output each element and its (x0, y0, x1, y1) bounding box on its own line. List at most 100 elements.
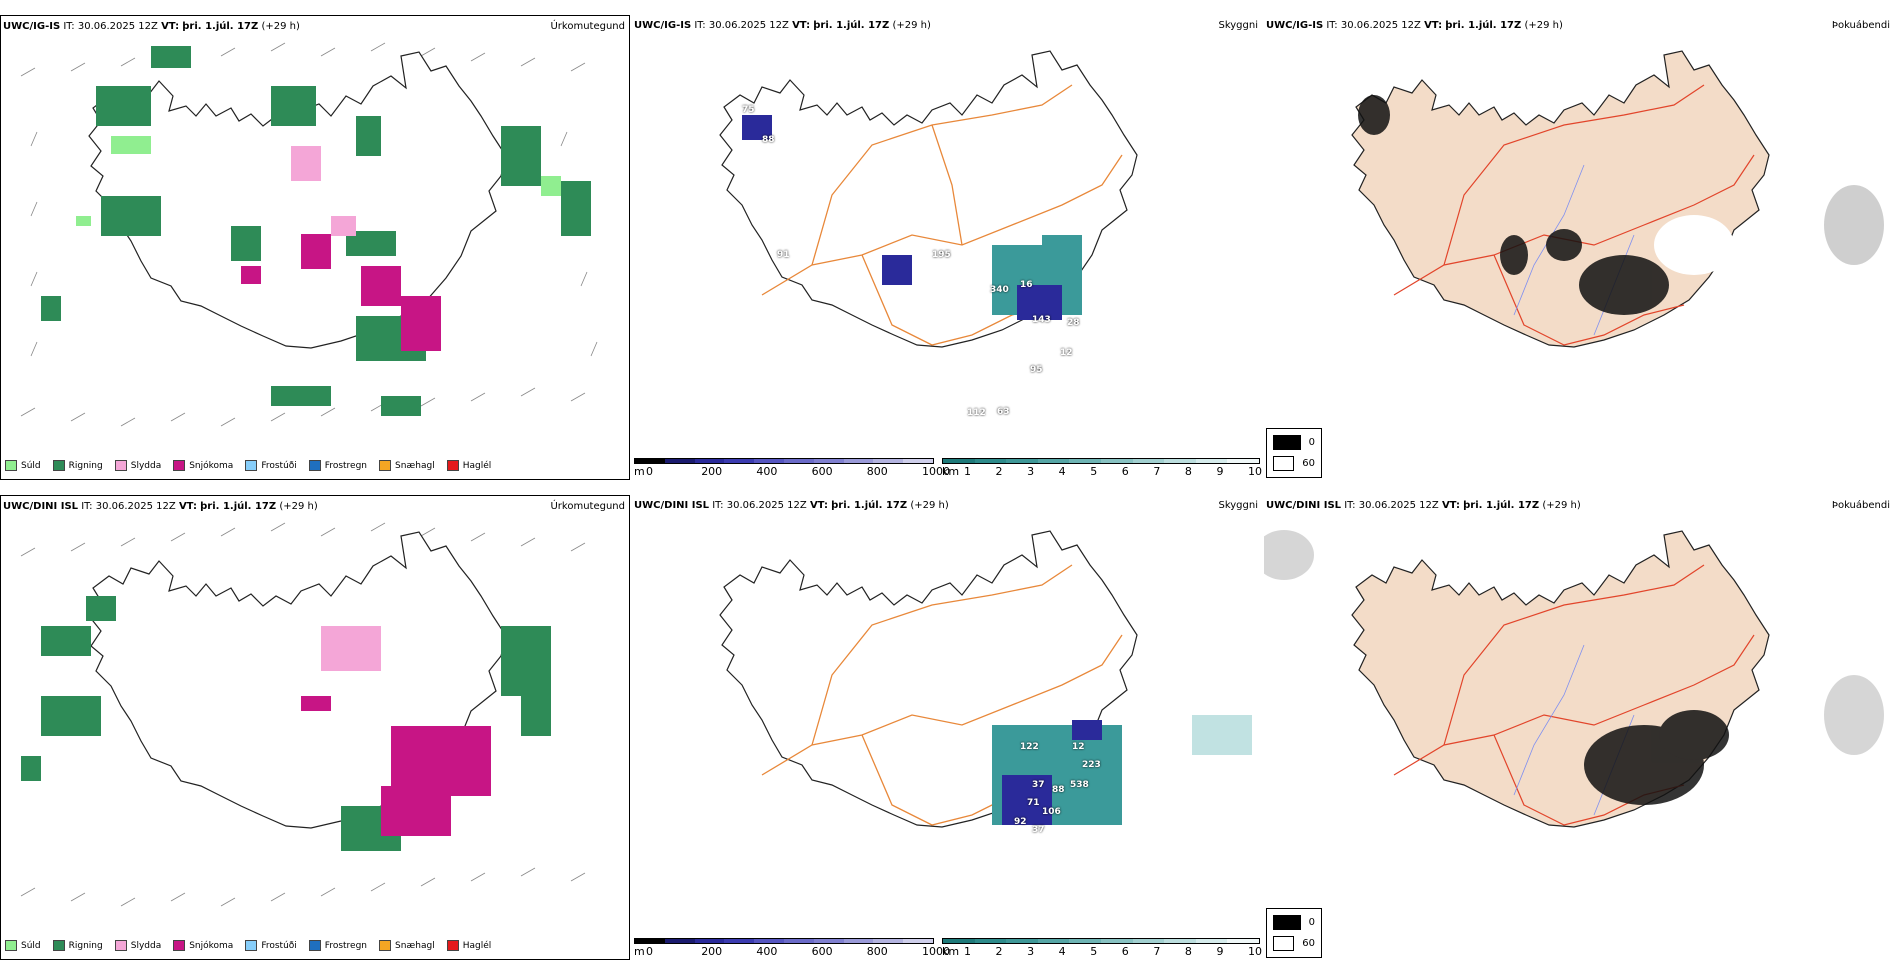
visibility-map (719, 50, 1138, 348)
panel-variable-name: Þokuábendi (1831, 500, 1890, 511)
visibility-panel-bottom: UWC/DINI ISL IT: 30.06.2025 12Z VT: þri.… (632, 495, 1262, 960)
colorbar-strip (942, 938, 1260, 944)
precip-type-map (20, 42, 598, 427)
legend-item: Slydda (114, 940, 161, 951)
visibility-value-label: 122 (1020, 742, 1039, 752)
fog-legend-item: 0 (1273, 915, 1315, 930)
legend-label: Haglél (462, 460, 492, 471)
panel-title: UWC/DINI ISL IT: 30.06.2025 12Z VT: þri.… (634, 500, 949, 511)
colorbar-strip (634, 938, 934, 944)
legend-swatch (379, 940, 392, 951)
colorbar-tick: 400 (756, 945, 778, 958)
legend-label: Rigning (68, 460, 103, 471)
panel-title: UWC/IG-IS IT: 30.06.2025 12Z VT: þri. 1.… (3, 21, 300, 32)
legend-swatch (446, 940, 459, 951)
colorbar-tick: 2 (995, 465, 1003, 478)
fog-legend: 0 60 (1266, 428, 1322, 478)
colorbar-tick: 7 (1153, 945, 1161, 958)
colorbar-tick: 6 (1121, 465, 1129, 478)
fog-panel-top: UWC/IG-IS IT: 30.06.2025 12Z VT: þri. 1.… (1264, 15, 1894, 480)
colorbar-tick: 200 (701, 465, 723, 478)
visibility-value-label: 112 (967, 408, 986, 418)
legend-label: Snæhagl (395, 940, 435, 951)
fog-legend-item: 60 (1273, 936, 1315, 951)
visibility-value-label: 538 (1070, 780, 1089, 790)
legend-label: Snjókoma (189, 940, 234, 951)
panel-title: UWC/DINI ISL IT: 30.06.2025 12Z VT: þri.… (1266, 500, 1581, 511)
legend-item: Snæhagl (379, 460, 435, 471)
panel-title: UWC/IG-IS IT: 30.06.2025 12Z VT: þri. 1.… (634, 20, 931, 31)
visibility-map (719, 530, 1252, 828)
fog-legend-swatch (1273, 435, 1301, 450)
colorbar-unit: km (942, 945, 960, 958)
panel-title: UWC/IG-IS IT: 30.06.2025 12Z VT: þri. 1.… (1266, 20, 1563, 31)
visibility-value-label: 71 (1027, 798, 1040, 808)
colorbar-tick: 10 (1248, 945, 1262, 958)
visibility-value-label: 106 (1042, 807, 1061, 817)
visibility-value-label: 12 (1072, 742, 1085, 752)
colorbar-tick: 2 (995, 945, 1003, 958)
visibility-value-label: 95 (1030, 365, 1043, 375)
fog-legend-swatch (1273, 936, 1295, 951)
panel-variable-name: Úrkomutegund (550, 501, 625, 512)
panel-title: UWC/DINI ISL IT: 30.06.2025 12Z VT: þri.… (3, 501, 318, 512)
legend-label: Snjókoma (189, 460, 234, 471)
visibility-value-label: 92 (1014, 817, 1027, 827)
legend-item: Snjókoma (173, 940, 233, 951)
colorbar-tick: 1 (964, 945, 971, 958)
fog-map (1264, 530, 1884, 828)
legend-label: Haglél (462, 940, 492, 951)
colorbar-tick: 8 (1184, 945, 1192, 958)
legend-swatch (5, 460, 17, 471)
legend-swatch (379, 460, 392, 471)
legend-label: Frostúði (261, 940, 297, 951)
panel-variable-name: Skyggni (1218, 20, 1258, 31)
legend-item: Súld (5, 460, 41, 471)
legend-item: Slydda (114, 460, 162, 471)
visibility-value-label: 88 (762, 135, 775, 145)
legend-item: Rigning (52, 940, 103, 951)
visibility-value-label: 12 (1060, 348, 1073, 358)
colorbar-tick: 10 (1248, 465, 1262, 478)
colorbar-tick: 600 (811, 465, 833, 478)
colorbar-tick: 0 (646, 465, 653, 478)
legend-item: Snjókoma (173, 460, 233, 471)
colorbar-visibility: km 1 2 3 4 5 6 7 8 9 10 (942, 938, 1262, 960)
legend-item: Frostregn (308, 460, 368, 471)
colorbar-height: m 0 200 400 600 800 1000 (634, 458, 950, 480)
precip-legend: Súld Rigning Slydda Snjókoma Frostúði Frostre… (5, 460, 491, 471)
colorbar-tick: 7 (1153, 465, 1161, 478)
visibility-value-label: 223 (1082, 760, 1101, 770)
fog-legend-swatch (1273, 915, 1301, 930)
legend-swatch (308, 460, 321, 471)
colorbar-tick: 1 (964, 465, 971, 478)
fog-legend-value: 60 (1302, 938, 1315, 949)
colorbar-tick: 4 (1058, 465, 1066, 478)
fog-legend-swatch (1273, 456, 1295, 471)
legend-item: Frostregn (308, 940, 367, 951)
colorbar-tick: 400 (756, 465, 778, 478)
fog-legend-item: 0 (1273, 435, 1315, 450)
legend-label: Súld (21, 460, 41, 471)
colorbar-strip (634, 458, 934, 464)
legend-swatch (245, 940, 258, 951)
visibility-value-label: 88 (1052, 785, 1065, 795)
visibility-value-label: 195 (932, 250, 951, 260)
legend-item: Snæhagl (379, 940, 435, 951)
colorbar-tick: 800 (866, 945, 888, 958)
legend-label: Súld (21, 940, 41, 951)
legend-swatch (114, 940, 127, 951)
colorbar-tick: 3 (1027, 945, 1035, 958)
colorbar-visibility: km 1 2 3 4 5 6 7 8 9 10 (942, 458, 1262, 480)
legend-item: Frostúði (245, 460, 297, 471)
visibility-value-label: 37 (1032, 825, 1045, 835)
fog-legend-item: 60 (1273, 456, 1315, 471)
precip-type-panel-top: UWC/IG-IS IT: 30.06.2025 12Z VT: þri. 1.… (0, 15, 630, 480)
colorbar-tick: 200 (701, 945, 723, 958)
legend-swatch (52, 940, 65, 951)
panel-variable-name: Skyggni (1218, 500, 1258, 511)
legend-label: Slydda (130, 460, 162, 471)
legend-label: Frostregn (324, 460, 368, 471)
legend-swatch (114, 460, 127, 471)
precip-legend: Súld Rigning Slydda Snjókoma Frostúði Frostre… (5, 940, 491, 951)
